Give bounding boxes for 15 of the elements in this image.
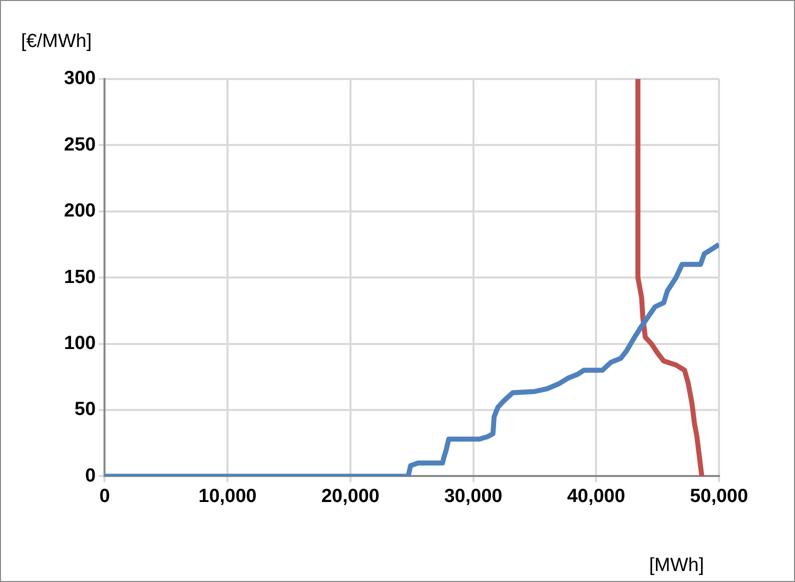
y-axis-title: [€/MWh] xyxy=(21,31,92,53)
x-tick-label: 40,000 xyxy=(567,486,626,507)
y-tick-label: 0 xyxy=(85,465,96,486)
x-tick-label: 20,000 xyxy=(321,486,380,507)
x-tick-label: 10,000 xyxy=(198,486,257,507)
y-tick-label: 250 xyxy=(64,134,96,156)
y-tick-label: 150 xyxy=(64,266,96,288)
x-tick-label: 0 xyxy=(99,486,110,507)
y-tick-label: 300 xyxy=(64,68,96,90)
x-tick-label: 30,000 xyxy=(444,486,502,507)
y-tick-label: 50 xyxy=(74,399,96,420)
x-tick-label: 50,000 xyxy=(690,486,748,507)
y-tick-label: 200 xyxy=(64,200,96,222)
y-tick-label: 100 xyxy=(64,333,96,354)
x-axis-title: [MWh] xyxy=(649,555,704,577)
